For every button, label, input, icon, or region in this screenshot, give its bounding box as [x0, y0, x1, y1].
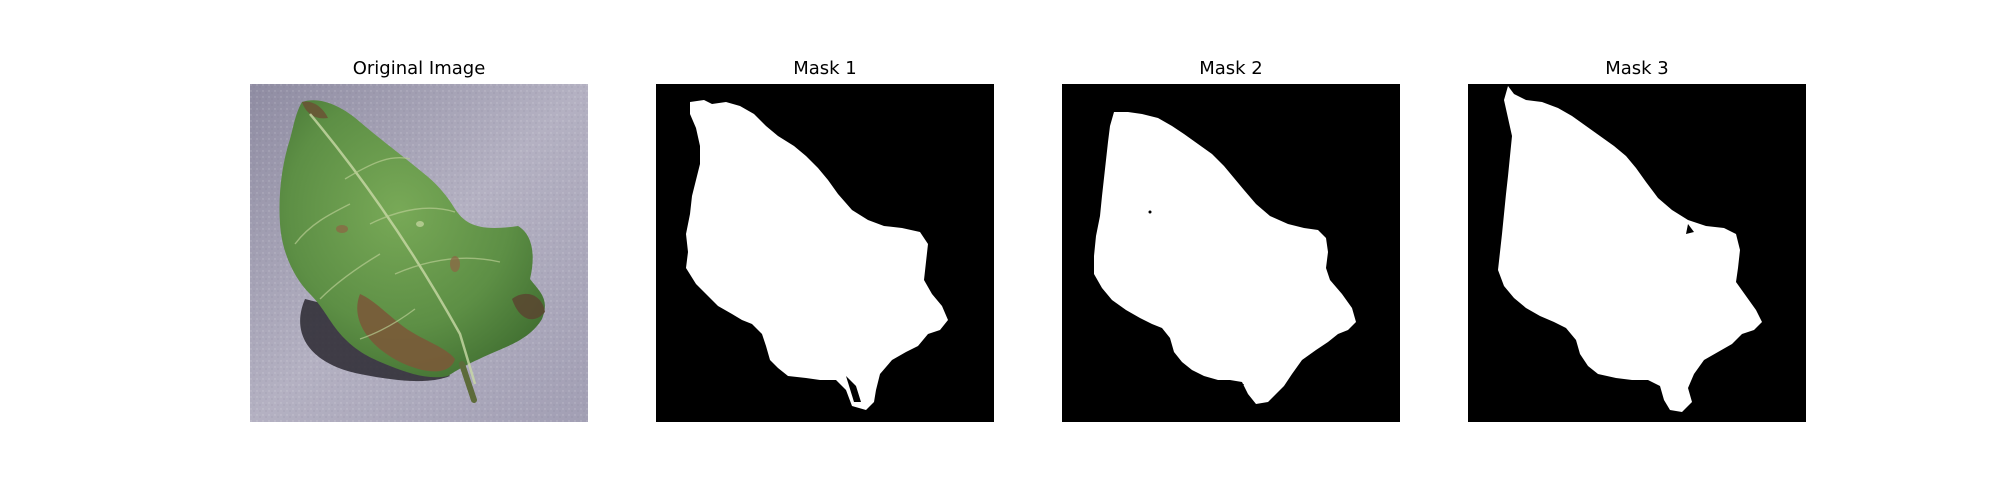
original-image-title: Original Image — [352, 58, 486, 79]
mask-3-image — [1468, 84, 1806, 422]
mask-1-panel — [656, 84, 994, 422]
original-image-panel — [250, 84, 588, 422]
leaf — [279, 100, 545, 378]
mask-2-panel — [1062, 84, 1400, 422]
mask-1-foreground — [686, 100, 948, 410]
mask-1-title: Mask 1 — [793, 58, 857, 79]
mask-3-title: Mask 3 — [1605, 58, 1669, 79]
mask-2-title: Mask 2 — [1199, 58, 1263, 79]
mask-1-image — [656, 84, 994, 422]
mask-2-foreground — [1094, 112, 1356, 404]
mask-3-foreground — [1498, 86, 1762, 412]
mask-3-panel — [1468, 84, 1806, 422]
original-image — [250, 84, 588, 422]
mask-2-image — [1062, 84, 1400, 422]
leaf-lesion — [357, 294, 455, 372]
